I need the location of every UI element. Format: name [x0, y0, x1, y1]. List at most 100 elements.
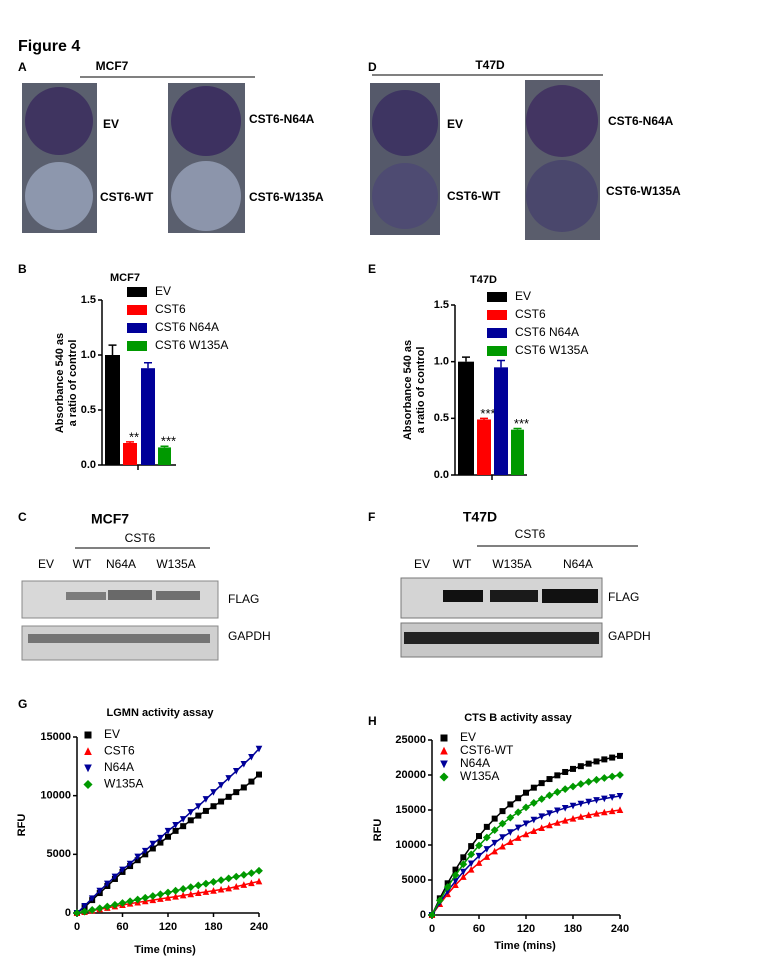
data-point — [506, 813, 515, 822]
data-point — [561, 785, 570, 794]
data-point — [593, 797, 600, 804]
data-point — [476, 833, 482, 840]
data-point — [126, 860, 134, 868]
legend-swatch — [127, 341, 147, 351]
data-point — [148, 892, 157, 900]
y-axis-label: RFU — [372, 819, 384, 842]
data-point — [498, 819, 507, 828]
panel-letter: E — [368, 262, 376, 276]
band-label: FLAG — [228, 592, 259, 606]
data-point — [217, 782, 225, 789]
x-tick-label: 180 — [564, 923, 582, 935]
x-tick-label: 180 — [204, 921, 222, 933]
data-point — [608, 794, 616, 801]
error-bar — [480, 417, 488, 420]
data-point — [585, 760, 592, 767]
data-point — [210, 789, 217, 796]
data-point — [232, 883, 240, 890]
data-point — [546, 810, 553, 817]
data-point — [546, 776, 553, 783]
data-point — [225, 793, 232, 800]
data-point — [217, 876, 225, 885]
data-point — [522, 830, 530, 838]
legend-swatch — [487, 346, 507, 356]
lane-label: N64A — [106, 557, 136, 571]
x-axis-label: Time (mins) — [494, 940, 556, 952]
data-point — [452, 881, 459, 889]
data-point — [601, 756, 608, 763]
bar — [105, 355, 120, 465]
data-point — [255, 866, 263, 875]
data-point — [514, 834, 522, 841]
legend-label: N64A — [460, 756, 490, 770]
panel-letter: H — [368, 714, 377, 728]
data-point — [514, 824, 522, 832]
lane-label: WT — [73, 557, 92, 571]
y-tick-label: 10000 — [40, 790, 71, 802]
data-point — [561, 805, 569, 812]
well-label: EV — [103, 117, 119, 131]
x-tick-label: 0 — [429, 923, 435, 935]
x-tick-label: 240 — [250, 921, 268, 933]
data-point — [576, 780, 585, 788]
data-point — [554, 819, 561, 826]
data-point — [467, 860, 475, 868]
bar — [511, 429, 524, 475]
data-point — [538, 780, 545, 787]
legend-swatch — [127, 287, 147, 297]
data-point — [452, 878, 459, 885]
legend-label: EV — [155, 284, 171, 298]
data-point — [179, 816, 187, 823]
data-point — [570, 765, 576, 772]
error-bar — [108, 344, 117, 355]
error-bar — [462, 356, 470, 362]
data-point — [104, 880, 111, 888]
data-point — [165, 833, 171, 840]
y-tick-label: 0 — [420, 909, 426, 921]
data-point — [435, 896, 444, 905]
data-point — [601, 808, 608, 816]
y-axis-label: RFU — [16, 814, 28, 837]
data-point — [499, 808, 506, 815]
data-point — [186, 883, 195, 892]
y-label-line: Absorbance 540 as — [402, 340, 414, 440]
data-point — [187, 817, 194, 824]
legend-marker — [440, 746, 448, 755]
y-tick-label: 15000 — [395, 804, 426, 816]
data-point — [233, 789, 240, 796]
data-point — [224, 874, 233, 883]
data-point — [164, 888, 172, 897]
data-point — [95, 904, 104, 913]
data-point — [609, 754, 616, 761]
data-point — [467, 850, 476, 859]
data-point — [460, 873, 467, 880]
data-point — [80, 907, 89, 916]
data-point — [475, 859, 483, 866]
data-point — [218, 798, 225, 805]
legend-marker — [439, 772, 449, 782]
panel-letter: C — [18, 510, 27, 524]
data-point — [180, 823, 187, 830]
data-point — [210, 803, 217, 810]
data-point — [194, 881, 203, 890]
lane-label: EV — [414, 557, 430, 571]
legend-label: CST6 — [515, 307, 546, 321]
legend-swatch — [487, 328, 507, 338]
data-point — [561, 817, 569, 824]
y-label-line: a ratio of control — [67, 340, 79, 427]
y-tick-label: 1.5 — [81, 294, 96, 306]
data-point — [530, 784, 537, 791]
data-point — [225, 775, 232, 782]
legend-label: CST6 — [104, 744, 135, 758]
data-point — [593, 758, 600, 765]
data-point — [608, 807, 616, 815]
data-point — [601, 795, 608, 803]
lane-label: WT — [453, 557, 472, 571]
legend-label: CST6 W135A — [515, 343, 588, 357]
data-point — [507, 838, 514, 845]
data-point — [187, 890, 195, 898]
plate — [22, 83, 245, 233]
cell-line: MCF7 — [96, 59, 129, 73]
data-point — [491, 815, 498, 822]
